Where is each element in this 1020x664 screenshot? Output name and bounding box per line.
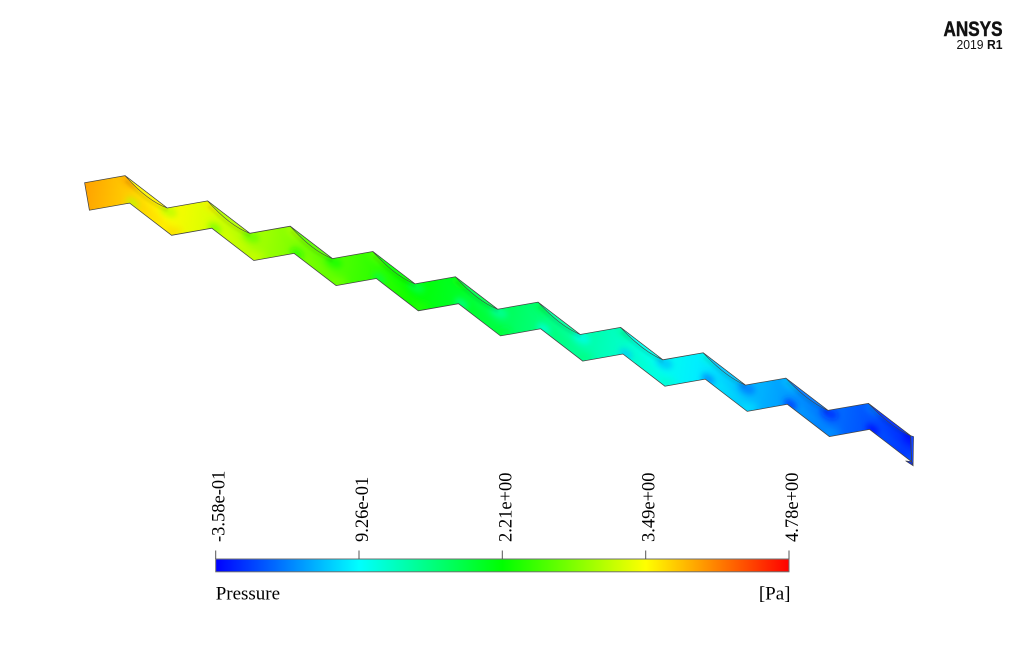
svg-text:2019 R1: 2019 R1 (957, 37, 1003, 52)
svg-text:-3.58e-01: -3.58e-01 (210, 471, 230, 542)
svg-text:2.21e+00: 2.21e+00 (496, 472, 516, 542)
svg-text:9.26e-01: 9.26e-01 (353, 477, 373, 542)
svg-text:3.49e+00: 3.49e+00 (640, 472, 660, 542)
svg-text:ANSYS: ANSYS (944, 17, 1003, 41)
svg-text:4.78e+00: 4.78e+00 (783, 472, 803, 542)
svg-text:Pressure: Pressure (216, 584, 280, 605)
svg-text:[Pa]: [Pa] (759, 584, 791, 605)
